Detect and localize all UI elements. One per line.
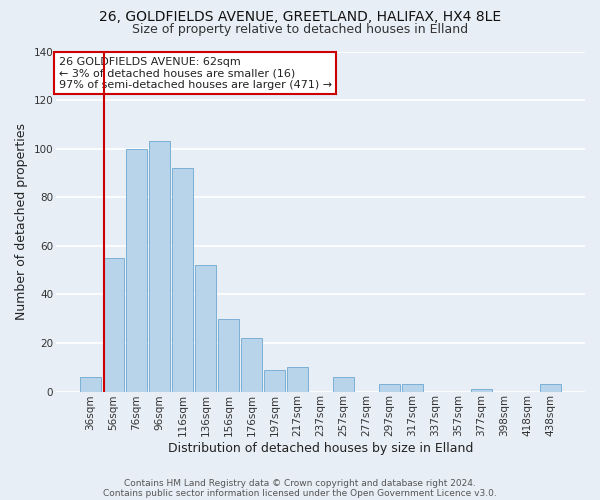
Text: 26, GOLDFIELDS AVENUE, GREETLAND, HALIFAX, HX4 8LE: 26, GOLDFIELDS AVENUE, GREETLAND, HALIFA… (99, 10, 501, 24)
Bar (287, 368, 308, 392)
Bar (264, 370, 285, 392)
Text: Size of property relative to detached houses in Elland: Size of property relative to detached ho… (132, 22, 468, 36)
Bar (540, 384, 561, 392)
Bar (172, 168, 193, 392)
Bar (402, 384, 423, 392)
Bar (195, 265, 216, 392)
Text: 26 GOLDFIELDS AVENUE: 62sqm
← 3% of detached houses are smaller (16)
97% of semi: 26 GOLDFIELDS AVENUE: 62sqm ← 3% of deta… (59, 56, 332, 90)
Bar (80, 377, 101, 392)
Bar (379, 384, 400, 392)
Text: Contains HM Land Registry data © Crown copyright and database right 2024.: Contains HM Land Registry data © Crown c… (124, 478, 476, 488)
Bar (149, 142, 170, 392)
Bar (241, 338, 262, 392)
X-axis label: Distribution of detached houses by size in Elland: Distribution of detached houses by size … (168, 442, 473, 455)
Y-axis label: Number of detached properties: Number of detached properties (15, 123, 28, 320)
Bar (471, 389, 492, 392)
Bar (218, 318, 239, 392)
Bar (333, 377, 354, 392)
Bar (126, 148, 147, 392)
Text: Contains public sector information licensed under the Open Government Licence v3: Contains public sector information licen… (103, 488, 497, 498)
Bar (103, 258, 124, 392)
